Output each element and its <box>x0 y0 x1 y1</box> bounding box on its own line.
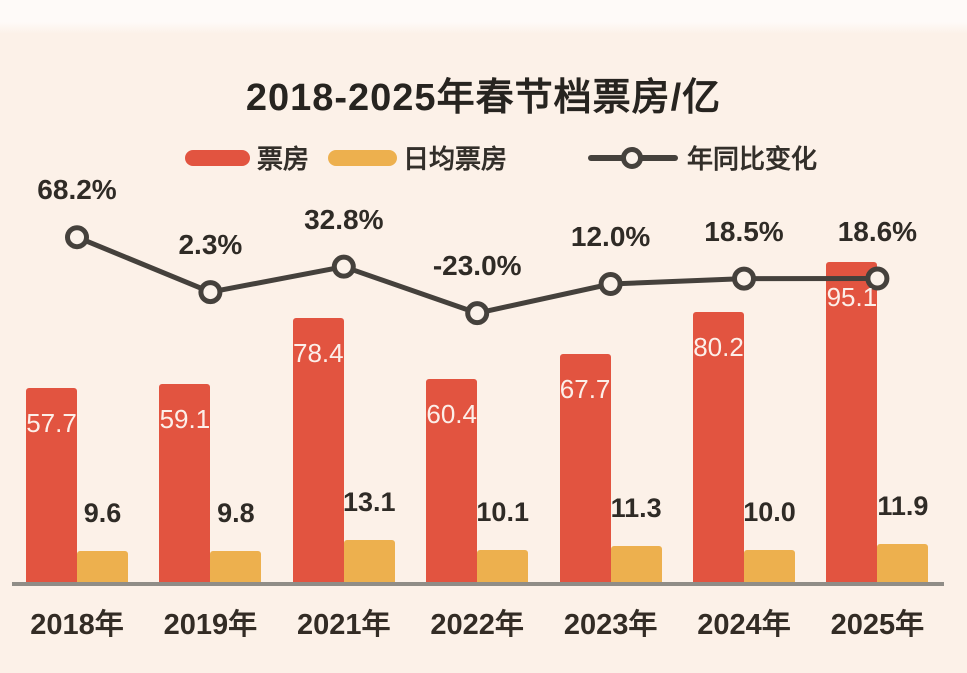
chart-title: 2018-2025年春节档票房/亿 <box>245 77 722 119</box>
daily-boxoffice-bar <box>77 551 128 584</box>
daily-boxoffice-bar <box>744 550 795 584</box>
boxoffice-value-label: 95.1 <box>826 281 878 312</box>
x-axis-label: 2019年 <box>163 609 258 641</box>
boxoffice-legend-label: 票房 <box>257 144 310 174</box>
top-strip <box>0 0 967 34</box>
yoy-legend-label: 年同比变化 <box>687 144 818 174</box>
yoy-legend-marker-icon <box>621 147 643 169</box>
daily-boxoffice-value-label: 9.6 <box>83 498 122 529</box>
boxoffice-bar <box>693 312 744 584</box>
yoy-change-value-label: 18.5% <box>704 215 784 247</box>
boxoffice-bar <box>559 354 611 584</box>
boxoffice-value-label: 78.4 <box>292 338 344 369</box>
boxoffice-bar <box>159 383 211 584</box>
yoy-change-value-label: 18.6% <box>837 215 918 247</box>
yoy-line-point <box>331 254 356 279</box>
daily-boxoffice-bar <box>610 545 662 584</box>
x-axis-label: 2021年 <box>297 609 391 641</box>
daily-boxoffice-bar <box>877 543 929 584</box>
boxoffice-value-label: 60.4 <box>426 399 477 430</box>
daily-boxoffice-value-label: 9.8 <box>217 497 255 528</box>
daily-boxoffice-bar <box>210 550 262 584</box>
daily-boxoffice-legend-swatch <box>328 150 397 166</box>
yoy-legend-line <box>588 147 678 169</box>
daily-boxoffice-value-label: 11.3 <box>610 492 662 523</box>
yoy-line-point <box>65 225 89 250</box>
daily-boxoffice-value-label: 11.9 <box>877 490 929 521</box>
boxoffice-bar <box>292 318 344 584</box>
yoy-line-point <box>465 301 490 326</box>
daily-boxoffice-legend-label: 日均票房 <box>403 144 508 174</box>
yoy-line-point <box>598 272 623 297</box>
x-axis-label: 2018年 <box>30 609 124 641</box>
yoy-change-value-label: 68.2% <box>37 174 117 206</box>
x-axis-label: 2023年 <box>563 609 658 641</box>
daily-boxoffice-value-label: 10.0 <box>743 497 796 528</box>
boxoffice-value-label: 57.7 <box>26 408 77 439</box>
yoy-change-value-label: 2.3% <box>178 229 243 261</box>
daily-boxoffice-bar <box>477 549 529 584</box>
boxoffice-legend-swatch <box>185 150 250 166</box>
x-axis-line <box>12 582 944 586</box>
x-axis-label: 2024年 <box>697 609 791 641</box>
yoy-line-point <box>732 266 756 291</box>
yoy-change-value-label: -23.0% <box>432 250 522 282</box>
x-axis-label: 2022年 <box>430 609 524 641</box>
boxoffice-bar <box>426 379 478 584</box>
yoy-change-value-label: 32.8% <box>304 203 384 235</box>
boxoffice-value-label: 80.2 <box>693 332 744 363</box>
boxoffice-value-label: 59.1 <box>159 403 211 434</box>
yoy-line-point <box>198 280 223 305</box>
boxoffice-value-label: 67.7 <box>559 374 611 405</box>
yoy-change-value-label: 12.0% <box>570 221 651 252</box>
daily-boxoffice-value-label: 13.1 <box>343 486 396 517</box>
daily-boxoffice-bar <box>343 539 395 584</box>
daily-boxoffice-value-label: 10.1 <box>476 496 529 527</box>
x-axis-label: 2025年 <box>830 609 925 641</box>
boxoffice-bar <box>26 388 77 584</box>
